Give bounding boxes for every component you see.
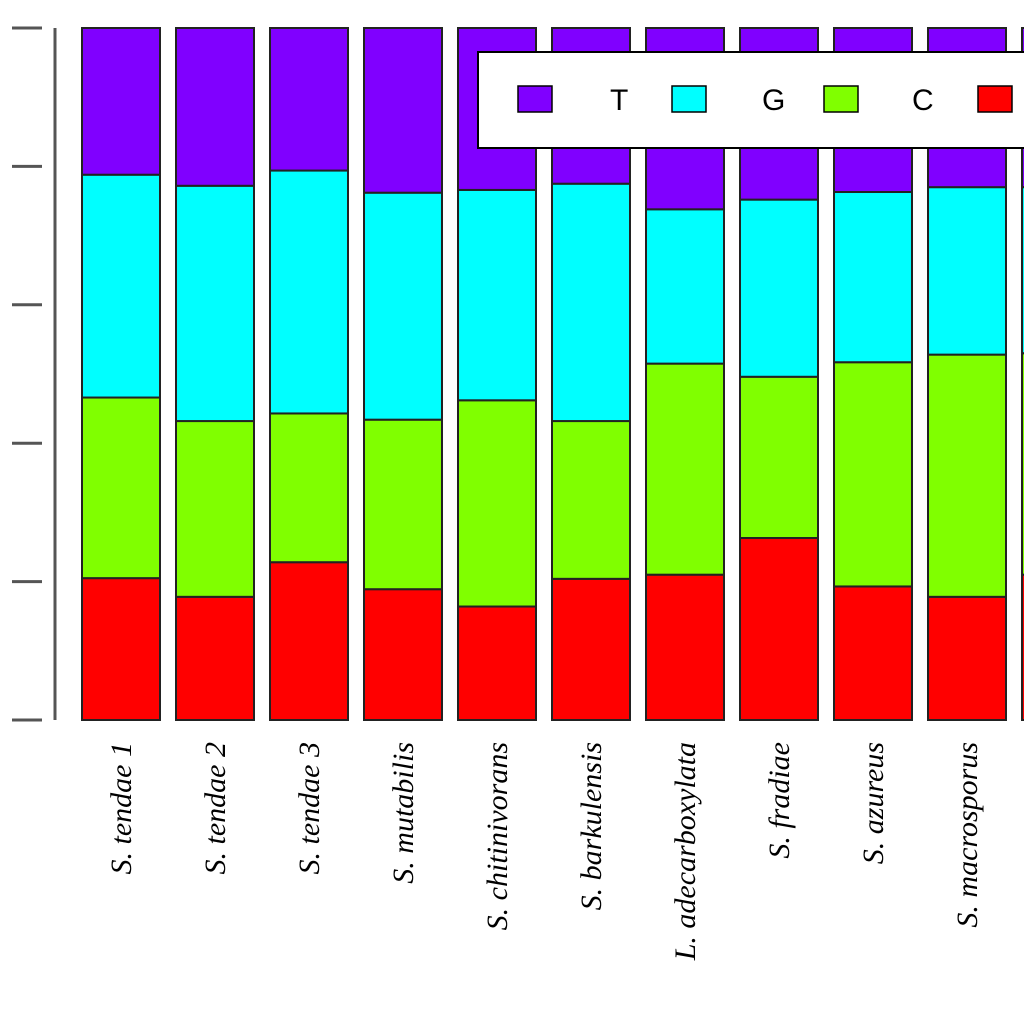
bar-segment-a-6 bbox=[645, 573, 725, 721]
bar-segment-a-9 bbox=[927, 595, 1007, 721]
category-label-1: S. tendae 2 bbox=[199, 742, 232, 874]
bar-segment-g-3 bbox=[363, 191, 443, 421]
bar-segment-a-5 bbox=[551, 577, 631, 721]
bar-segment-a-8 bbox=[833, 585, 913, 721]
bar-segment-a-0 bbox=[81, 577, 161, 722]
y-axis-ticks bbox=[12, 26, 42, 722]
bar-segment-g-8 bbox=[833, 191, 913, 364]
category-label-4: S. chitinivorans bbox=[481, 742, 514, 930]
bar-segment-c-3 bbox=[363, 418, 443, 591]
bar-segment-a-7 bbox=[739, 537, 819, 722]
bar-segment-c-4 bbox=[457, 399, 537, 608]
legend-swatch-t bbox=[517, 85, 553, 113]
bar-segment-t-2 bbox=[269, 27, 349, 172]
legend-swatch-a bbox=[977, 85, 1013, 113]
legend-label-t: T bbox=[610, 84, 628, 117]
bar-segment-c-1 bbox=[175, 420, 255, 598]
legend-swatch-c bbox=[823, 85, 859, 113]
category-label-7: S. fradiae bbox=[763, 742, 796, 859]
bar-segment-c-9 bbox=[927, 353, 1007, 598]
bar-segment-g-5 bbox=[551, 182, 631, 423]
legend-swatch-g bbox=[671, 85, 707, 113]
bar-segment-a-10 bbox=[1021, 573, 1024, 721]
bar-segment-c-5 bbox=[551, 420, 631, 580]
bar-segment-c-8 bbox=[833, 361, 913, 588]
bar-segment-g-0 bbox=[81, 173, 161, 399]
category-label-8: S. azureus bbox=[857, 742, 890, 864]
bar-segment-g-9 bbox=[927, 186, 1007, 356]
bar-segment-c-10 bbox=[1021, 352, 1024, 576]
bar-segment-c-2 bbox=[269, 412, 349, 564]
category-labels: S. tendae 1 S. tendae 2 S. tendae 3 S. muta… bbox=[105, 742, 984, 961]
category-label-0: S. tendae 1 bbox=[105, 742, 138, 874]
legend-label-c: C bbox=[912, 84, 934, 117]
legend: T G C bbox=[477, 51, 1024, 149]
category-label-2: S. tendae 3 bbox=[293, 742, 326, 874]
bar-segment-g-2 bbox=[269, 169, 349, 415]
category-label-3: S. mutabilis bbox=[387, 742, 420, 884]
bar-segment-c-6 bbox=[645, 362, 725, 576]
bar-segment-a-2 bbox=[269, 561, 349, 721]
bar-segment-a-4 bbox=[457, 605, 537, 722]
bar-segment-a-3 bbox=[363, 588, 443, 721]
bar-segment-g-1 bbox=[175, 184, 255, 423]
legend-label-g: G bbox=[762, 84, 785, 117]
bar-segment-a-1 bbox=[175, 595, 255, 721]
bar-segment-g-7 bbox=[739, 198, 819, 378]
bar-segment-c-7 bbox=[739, 375, 819, 540]
category-label-6: L. adecarboxylata bbox=[669, 742, 702, 961]
bar-segment-t-0 bbox=[81, 27, 161, 176]
legend-box bbox=[477, 51, 1024, 149]
bar-segment-g-6 bbox=[645, 208, 725, 365]
bar-segment-g-10 bbox=[1021, 186, 1024, 355]
bar-segment-c-0 bbox=[81, 396, 161, 580]
bar-segment-t-1 bbox=[175, 27, 255, 187]
category-label-5: S. barkulensis bbox=[575, 742, 608, 910]
category-label-9: S. macrosporus bbox=[951, 742, 984, 928]
bar-segment-t-3 bbox=[363, 27, 443, 194]
bar-segment-g-4 bbox=[457, 188, 537, 402]
